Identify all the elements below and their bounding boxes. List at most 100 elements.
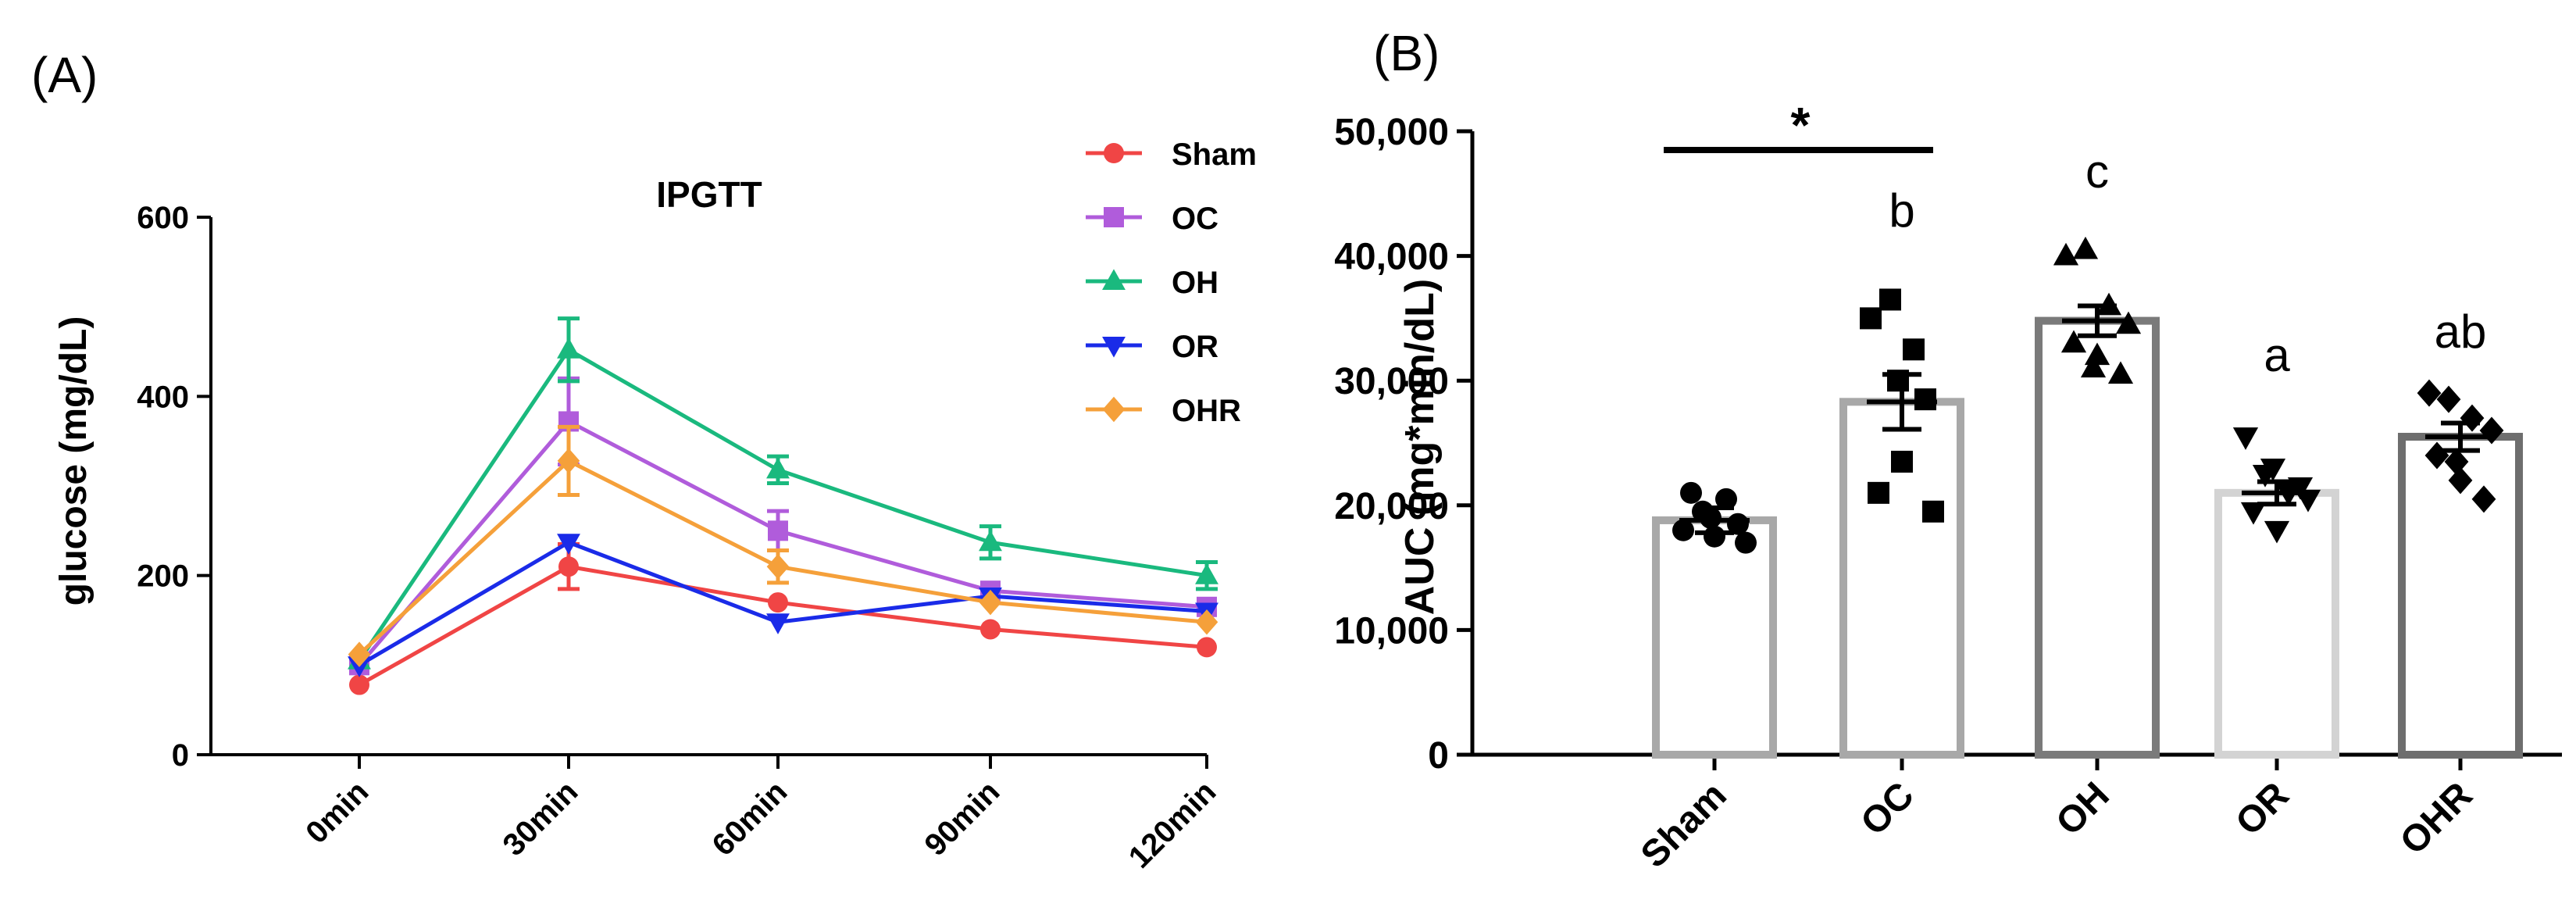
data-point (766, 613, 790, 634)
series-lines (348, 316, 1218, 695)
y-tick-label: 50,000 (1334, 112, 1449, 153)
y-tick-label: 600 (137, 201, 189, 235)
y-tick-label: 40,000 (1334, 237, 1449, 278)
legend-entry-oh: OH (1086, 266, 1218, 300)
data-point (2471, 485, 2496, 513)
data-point (1891, 450, 1913, 473)
y-tick-label: 0 (1428, 735, 1449, 777)
data-point (1903, 338, 1925, 361)
x-tick-label: 60min (706, 774, 794, 863)
data-point (1197, 637, 1217, 658)
legend-entry-or: OR (1086, 330, 1218, 364)
data-point (1868, 481, 1889, 504)
data-point (1715, 488, 1737, 510)
data-point (2424, 441, 2449, 470)
x-tick-label: 90min (919, 774, 1007, 863)
data-point (2417, 379, 2442, 407)
data-point (348, 641, 371, 667)
series-oh (348, 316, 1218, 670)
y-tick-label: 200 (137, 559, 189, 594)
data-point (1922, 500, 1944, 523)
data-point (2264, 520, 2290, 544)
panel-a-label: (A) (31, 47, 98, 103)
data-point (2436, 385, 2461, 413)
panel-b-bar-chart: (B) AUC (mg*min/dL) 0 10,000 20,000 30,000 4… (1334, 25, 2562, 876)
x-tick-label: OH (2048, 774, 2117, 843)
data-point (1914, 388, 1936, 411)
data-point (979, 589, 1002, 616)
legend-label: OH (1172, 266, 1218, 300)
legend-marker (1102, 269, 1126, 291)
data-point (768, 592, 788, 613)
legend-marker (1104, 143, 1124, 163)
y-axis-label: glucose (mg/dL) (53, 316, 95, 606)
data-point (2080, 355, 2107, 378)
data-point (558, 556, 579, 577)
data-point (2053, 242, 2079, 266)
annotations: b c a ab * (1664, 97, 2486, 381)
series-ohr (348, 424, 1218, 667)
bar-group-or (2214, 427, 2339, 759)
data-point (980, 619, 1001, 640)
group-letter: c (2085, 145, 2109, 198)
y-tick-label: 10,000 (1334, 610, 1449, 652)
data-point (1195, 563, 1218, 584)
series-oc (349, 376, 1217, 676)
y-axis-label: AUC (mg*min/dL) (1397, 279, 1443, 615)
data-point (349, 674, 369, 695)
data-point (2084, 342, 2110, 366)
group-letter: b (1889, 184, 1914, 237)
data-point (1860, 307, 1882, 330)
legend-marker (1104, 207, 1124, 227)
bar (2035, 316, 2160, 759)
legend-marker (1102, 396, 1126, 423)
data-point (2260, 459, 2286, 481)
group-letter: a (2264, 329, 2290, 381)
data-point (766, 457, 790, 479)
bar-group-ohr (2398, 379, 2523, 759)
x-tick-label: OR (2228, 774, 2296, 843)
chart-title: IPGTT (656, 174, 762, 215)
data-point (1680, 481, 1702, 504)
data-point (1195, 609, 1218, 635)
group-letter: ab (2435, 305, 2487, 358)
data-point (1879, 288, 1901, 311)
y-tick-label: 20,000 (1334, 486, 1449, 527)
data-point (2072, 236, 2099, 259)
data-point (2240, 502, 2267, 525)
data-point (1672, 519, 1694, 541)
x-tick-label: OC (1853, 774, 1921, 843)
bar-group-oc (1839, 288, 1964, 759)
data-point (2460, 404, 2485, 432)
data-point (557, 448, 580, 474)
legend-label: OC (1172, 202, 1218, 236)
data-point (2107, 361, 2134, 384)
legend-entry-sham: Sham (1086, 138, 1257, 172)
legend: Sham OC OH OR OHR (1086, 138, 1257, 428)
y-tick-label: 0 (172, 738, 189, 773)
data-point (766, 553, 790, 580)
data-point (2060, 330, 2087, 353)
y-tick-label: 400 (137, 380, 189, 414)
legend-label: OHR (1172, 394, 1241, 428)
bar (1652, 516, 1777, 759)
series-sham (349, 542, 1217, 695)
data-point (1735, 531, 1757, 554)
data-point (557, 534, 580, 555)
axes: 0 200 400 600 0min 30min 60min 90min 120min (137, 201, 1222, 875)
significance-star: * (1791, 97, 1811, 153)
data-point (2232, 427, 2259, 450)
data-point (2448, 466, 2473, 495)
bar-group-oh (2035, 236, 2160, 759)
x-tick-label: OHR (2392, 774, 2481, 863)
legend-marker (1102, 336, 1126, 358)
x-tick-label: Sham (1633, 774, 1735, 876)
legend-entry-ohr: OHR (1086, 394, 1241, 428)
bar-group-sham (1652, 481, 1777, 759)
panel-a-line-chart: (A) IPGTT glucose (mg/dL) 0 200 400 600 0min… (31, 47, 1257, 875)
data-point (979, 530, 1002, 552)
data-point (557, 338, 580, 359)
data-point (768, 520, 788, 541)
legend-label: Sham (1172, 138, 1257, 172)
